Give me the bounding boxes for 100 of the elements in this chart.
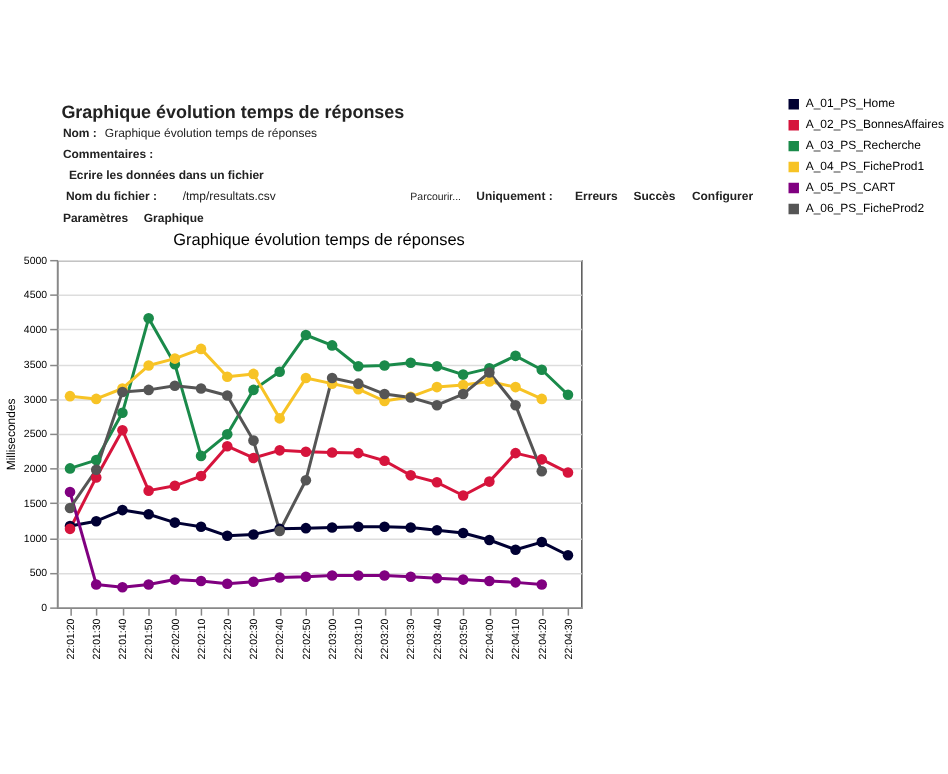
point	[248, 452, 259, 464]
point	[195, 343, 207, 355]
point	[117, 504, 128, 516]
point	[143, 313, 154, 324]
point	[379, 455, 390, 467]
point	[143, 508, 154, 520]
point	[195, 575, 207, 587]
point	[143, 485, 154, 496]
chart-title: Graphique évolution temps de réponses	[173, 230, 465, 249]
point	[457, 388, 469, 400]
point	[562, 467, 574, 478]
point	[117, 407, 128, 419]
point	[300, 446, 312, 458]
point	[169, 574, 181, 585]
point	[457, 574, 469, 585]
point	[195, 383, 207, 394]
text: Graphique évolution temps de réponses	[61, 101, 405, 122]
point	[457, 490, 469, 501]
point	[405, 522, 417, 533]
point	[379, 360, 390, 371]
point	[353, 521, 364, 533]
point	[562, 389, 574, 401]
point	[431, 524, 443, 536]
point	[379, 521, 390, 533]
point	[274, 445, 285, 456]
point	[457, 527, 469, 539]
point	[353, 570, 364, 581]
point	[510, 399, 521, 411]
point	[169, 380, 181, 391]
point	[300, 372, 312, 384]
point	[536, 454, 548, 465]
point	[221, 371, 233, 382]
point	[221, 429, 233, 440]
point	[484, 376, 495, 387]
point	[117, 581, 128, 593]
point	[300, 329, 312, 341]
point	[536, 465, 548, 477]
point	[510, 447, 521, 459]
point	[510, 350, 521, 362]
point	[562, 549, 574, 561]
point	[326, 340, 338, 351]
point	[221, 530, 233, 542]
point	[326, 570, 338, 581]
point	[431, 360, 443, 372]
point	[510, 381, 521, 393]
point	[64, 390, 76, 402]
point	[379, 388, 390, 400]
point	[431, 572, 443, 584]
point	[90, 464, 102, 476]
point	[90, 393, 102, 405]
point	[431, 477, 443, 488]
point	[510, 577, 521, 588]
point	[457, 379, 469, 391]
point	[90, 579, 102, 590]
point	[457, 369, 469, 380]
point	[143, 384, 154, 396]
point	[248, 435, 259, 446]
point	[143, 579, 154, 590]
point	[248, 384, 259, 396]
point	[379, 570, 390, 581]
point	[169, 517, 181, 528]
point	[326, 447, 338, 458]
point	[90, 515, 102, 527]
point	[484, 476, 495, 487]
point	[274, 366, 285, 378]
point	[248, 529, 259, 540]
point	[169, 480, 181, 492]
point	[326, 372, 338, 384]
point	[64, 502, 76, 514]
point	[300, 571, 312, 583]
point	[169, 353, 181, 364]
point	[405, 571, 417, 583]
point	[536, 364, 548, 376]
point	[431, 381, 443, 393]
point	[484, 534, 495, 546]
point	[431, 399, 443, 411]
point	[221, 578, 233, 590]
point	[195, 450, 207, 462]
point	[64, 463, 76, 474]
point	[326, 522, 338, 533]
point	[405, 357, 417, 369]
point	[221, 390, 233, 401]
point	[221, 440, 233, 452]
point	[143, 360, 154, 371]
point	[90, 454, 102, 466]
point	[405, 470, 417, 481]
point	[64, 486, 76, 498]
point	[510, 544, 521, 555]
point	[484, 575, 495, 587]
point	[353, 360, 364, 372]
point	[536, 579, 548, 590]
point	[195, 521, 207, 533]
point	[300, 474, 312, 486]
point	[300, 522, 312, 534]
point	[536, 536, 548, 548]
point	[353, 378, 364, 389]
point	[117, 424, 128, 436]
point	[195, 470, 207, 482]
point	[274, 413, 285, 424]
point	[248, 576, 259, 587]
